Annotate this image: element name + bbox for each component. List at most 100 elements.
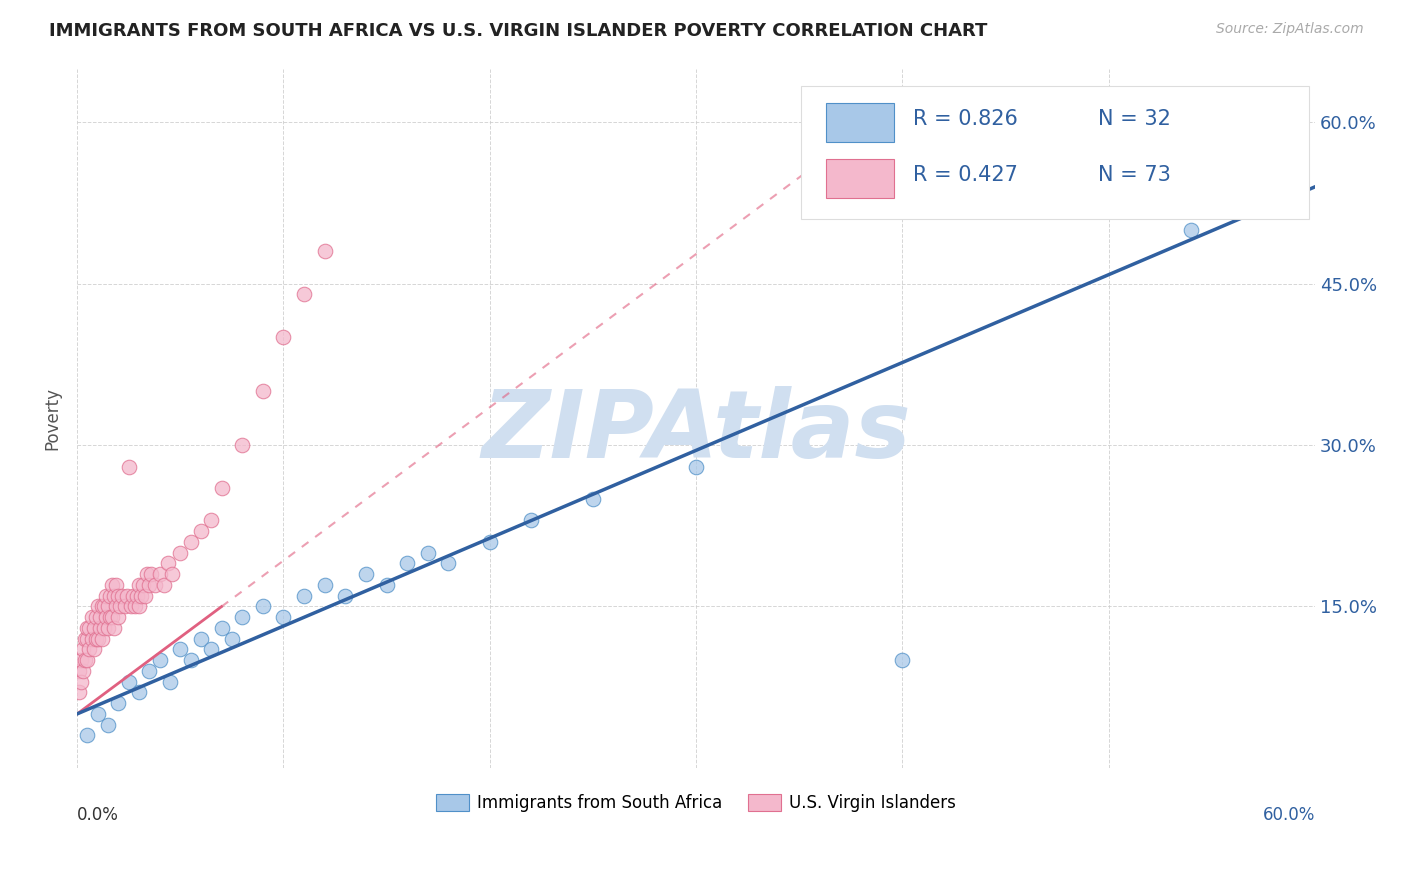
Point: [84, 610, 107, 624]
Point: [231, 610, 253, 624]
Point: [72, 642, 94, 657]
Point: [79, 621, 101, 635]
Point: [79, 642, 101, 657]
Point: [115, 589, 138, 603]
Point: [231, 438, 253, 452]
Point: [87, 706, 110, 721]
Text: N = 73: N = 73: [1098, 165, 1171, 185]
Point: [136, 567, 159, 582]
Point: [160, 567, 183, 582]
Point: [252, 599, 274, 614]
Point: [159, 674, 181, 689]
Point: [200, 642, 222, 657]
Text: N = 32: N = 32: [1098, 109, 1171, 128]
Text: ZIPAtlas: ZIPAtlas: [481, 386, 911, 478]
Point: [110, 599, 132, 614]
Text: Source: ZipAtlas.com: Source: ZipAtlas.com: [1216, 22, 1364, 37]
Point: [169, 545, 191, 559]
Point: [138, 578, 160, 592]
Point: [76, 632, 98, 646]
Point: [72, 664, 94, 678]
Point: [97, 717, 120, 731]
Point: [70, 653, 93, 667]
Point: [685, 459, 707, 474]
Point: [87, 632, 110, 646]
FancyBboxPatch shape: [825, 160, 894, 198]
Point: [121, 589, 143, 603]
Point: [314, 244, 336, 259]
Point: [83, 621, 105, 635]
Point: [335, 589, 357, 603]
Point: [478, 534, 501, 549]
Point: [211, 621, 233, 635]
Point: [103, 589, 125, 603]
Point: [118, 459, 141, 474]
Point: [67, 664, 90, 678]
Point: [75, 653, 97, 667]
Point: [169, 642, 191, 657]
Point: [87, 599, 110, 614]
Point: [93, 621, 115, 635]
Point: [80, 632, 103, 646]
Point: [152, 578, 174, 592]
FancyBboxPatch shape: [801, 86, 1309, 219]
Point: [437, 557, 460, 571]
Point: [156, 557, 179, 571]
Point: [97, 599, 120, 614]
Point: [292, 287, 315, 301]
Point: [105, 578, 128, 592]
Point: [70, 674, 93, 689]
Point: [190, 632, 212, 646]
Point: [76, 728, 98, 742]
Point: [221, 632, 243, 646]
Point: [103, 621, 125, 635]
Point: [273, 330, 295, 344]
Text: R = 0.826: R = 0.826: [912, 109, 1018, 128]
Point: [132, 578, 155, 592]
Text: 60.0%: 60.0%: [1263, 806, 1315, 824]
Point: [107, 610, 129, 624]
Text: IMMIGRANTS FROM SOUTH AFRICA VS U.S. VIRGIN ISLANDER POVERTY CORRELATION CHART: IMMIGRANTS FROM SOUTH AFRICA VS U.S. VIR…: [49, 22, 987, 40]
Point: [273, 610, 295, 624]
Point: [90, 599, 112, 614]
Point: [582, 491, 605, 506]
Point: [292, 589, 315, 603]
FancyBboxPatch shape: [825, 103, 894, 142]
Point: [149, 653, 172, 667]
Point: [101, 578, 124, 592]
Point: [89, 610, 111, 624]
Point: [190, 524, 212, 538]
Point: [90, 632, 112, 646]
Point: [107, 696, 129, 710]
Point: [84, 632, 107, 646]
Point: [1180, 223, 1202, 237]
Point: [98, 589, 121, 603]
Point: [67, 685, 90, 699]
Point: [396, 557, 419, 571]
Point: [93, 599, 115, 614]
Point: [97, 621, 120, 635]
Point: [94, 589, 117, 603]
Point: [80, 610, 103, 624]
Point: [125, 589, 148, 603]
Point: [128, 685, 150, 699]
Point: [314, 578, 336, 592]
Point: [149, 567, 172, 582]
Point: [83, 642, 105, 657]
Point: [211, 481, 233, 495]
Point: [105, 599, 128, 614]
Point: [128, 578, 150, 592]
Point: [145, 578, 167, 592]
Point: [138, 664, 160, 678]
Point: [354, 567, 377, 582]
Text: 0.0%: 0.0%: [77, 806, 120, 824]
Point: [94, 610, 117, 624]
Point: [134, 589, 156, 603]
Point: [180, 534, 202, 549]
Point: [76, 653, 98, 667]
Point: [124, 599, 146, 614]
Point: [118, 674, 141, 689]
Point: [120, 599, 142, 614]
Point: [200, 513, 222, 527]
Point: [75, 632, 97, 646]
